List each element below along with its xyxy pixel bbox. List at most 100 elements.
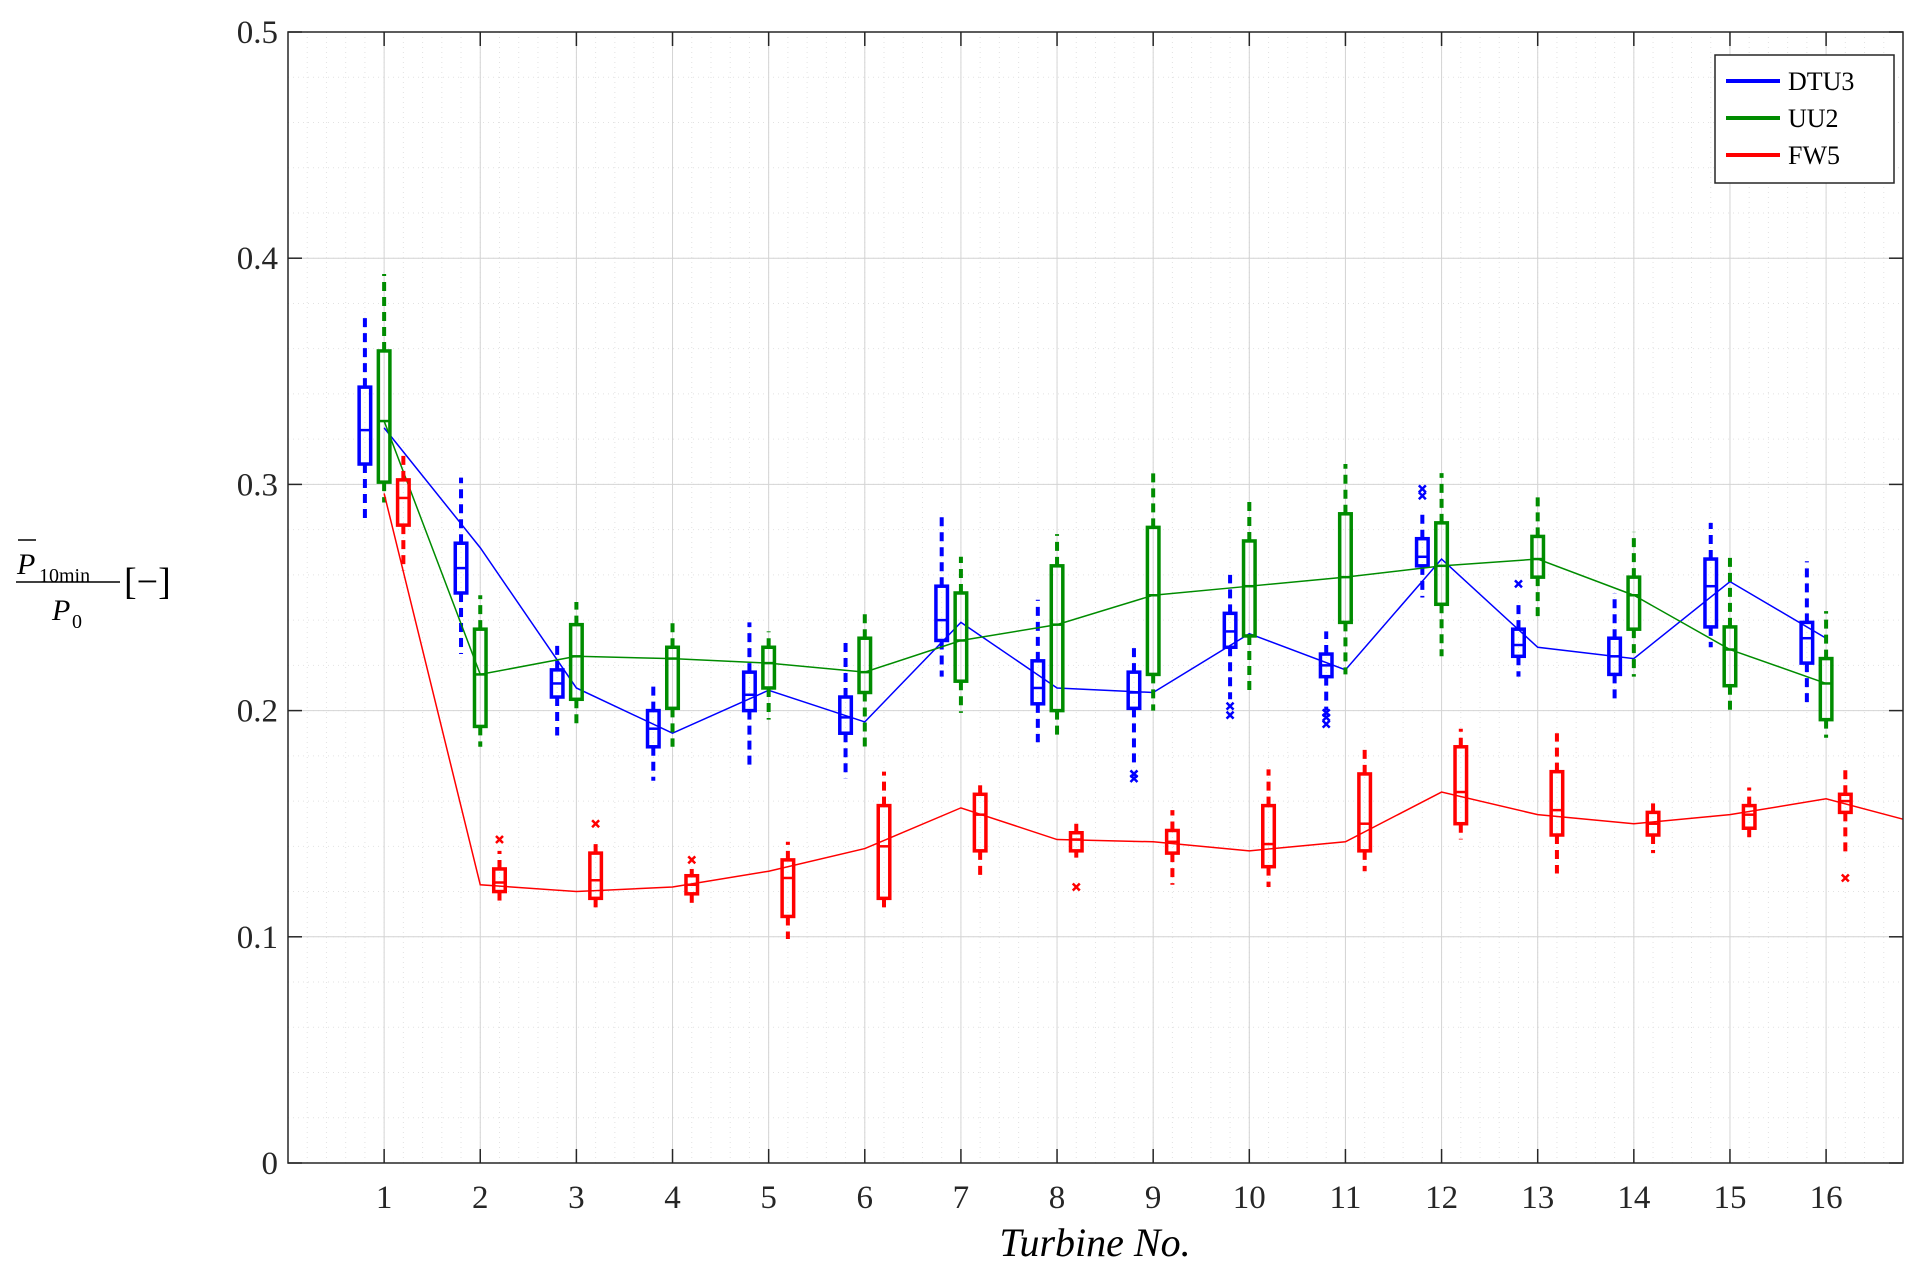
x-tick-label: 4 (664, 1180, 681, 1216)
box-dtu3 (1703, 522, 1719, 648)
box-body (934, 584, 950, 643)
outlier-marker (1321, 719, 1331, 729)
box-body (357, 385, 373, 466)
outlier-marker (591, 819, 601, 829)
box-uu2 (665, 617, 681, 747)
box-body (1126, 670, 1142, 711)
box-dtu3 (1030, 599, 1046, 743)
box-body (857, 636, 873, 695)
box-body (1837, 792, 1853, 815)
outlier-marker (495, 835, 504, 844)
box-body (1818, 656, 1834, 722)
box-body (953, 591, 969, 683)
box-body (588, 851, 604, 901)
box-body (1068, 830, 1084, 853)
box-dtu3 (741, 622, 757, 770)
legend-label-uu2: UU2 (1788, 104, 1839, 133)
mean-line-fw5 (383, 493, 1904, 893)
ticks-layer: 00.10.20.30.40.51 2 3 4 5 6 7 8 9 10 11 12 13 14 15 16 (237, 15, 1903, 1216)
box-dtu3 (1799, 561, 1815, 704)
box-uu2 (1049, 534, 1065, 738)
box-fw5 (876, 771, 892, 912)
box-dtu3 (1318, 631, 1334, 729)
y-tick-label: 0.3 (237, 467, 278, 503)
box-uu2 (568, 602, 584, 727)
box-uu2 (1241, 497, 1257, 695)
x-tick-label: 13 (1521, 1180, 1554, 1216)
box-fw5 (780, 841, 796, 940)
box-body (1241, 539, 1257, 638)
box-body (395, 478, 411, 527)
box-body (1145, 525, 1161, 677)
plot-frame (287, 31, 1904, 1164)
box-body (1549, 769, 1565, 837)
box-body (1510, 627, 1526, 659)
box-fw5 (1645, 798, 1661, 854)
y-tick-label: 0.1 (237, 920, 278, 956)
series-uu2 (376, 274, 1834, 752)
series-fw5 (383, 454, 1904, 940)
box-uu2 (1530, 493, 1546, 618)
box-body (1722, 625, 1738, 688)
box-uu2 (1337, 464, 1353, 675)
outlier-marker (687, 855, 697, 865)
outlier-marker (1225, 701, 1235, 711)
box-uu2 (1818, 611, 1834, 738)
box-dtu3 (1414, 484, 1430, 598)
box-uu2 (953, 556, 969, 713)
y-label-numerator: P (16, 548, 35, 581)
y-label-denominator-sub: 0 (72, 611, 82, 633)
x-tick-label: 3 (568, 1180, 585, 1216)
box-body (741, 670, 757, 713)
box-fw5 (1164, 810, 1180, 885)
box-body (1357, 772, 1373, 853)
box-fw5 (1837, 769, 1853, 883)
x-tick-label: 11 (1330, 1180, 1362, 1216)
box-body (1049, 564, 1065, 713)
legend-label-fw5: FW5 (1788, 141, 1840, 170)
y-label-unit: [−] (124, 561, 171, 603)
box-fw5 (491, 835, 508, 901)
outlier-marker (1225, 710, 1235, 720)
x-tick-label: 2 (472, 1180, 489, 1216)
x-tick-label: 12 (1425, 1180, 1458, 1216)
box-dtu3 (838, 640, 854, 779)
box-fw5 (588, 819, 604, 908)
box-uu2 (761, 631, 777, 720)
mean-line-dtu3 (383, 427, 1827, 735)
x-tick-label: 1 (376, 1180, 393, 1216)
box-fw5 (395, 454, 411, 571)
outlier-marker (1321, 708, 1331, 718)
box-body (1414, 536, 1430, 568)
box-fw5 (972, 785, 988, 881)
box-fw5 (1453, 728, 1469, 840)
legend-label-dtu3: DTU3 (1788, 67, 1854, 96)
box-body (1030, 659, 1046, 706)
x-tick-label: 14 (1617, 1180, 1650, 1216)
box-body (665, 645, 681, 711)
box-uu2 (857, 613, 873, 752)
box-fw5 (1741, 787, 1757, 838)
box-body (1337, 512, 1353, 625)
box-dtu3 (1607, 592, 1623, 702)
box-body (1453, 745, 1469, 826)
outlier-marker (1417, 484, 1427, 494)
box-fw5 (1261, 769, 1277, 888)
box-dtu3 (1126, 647, 1142, 783)
outlier-marker (1417, 491, 1427, 501)
box-body (472, 627, 488, 729)
y-tick-label: 0.4 (237, 241, 278, 277)
x-axis-title: Turbine No. (999, 1220, 1190, 1265)
outlier-marker (1129, 769, 1139, 779)
box-fw5 (684, 855, 700, 903)
grid (288, 31, 1904, 1164)
box-body (1434, 521, 1450, 607)
box-uu2 (1145, 468, 1161, 711)
box-uu2 (1434, 473, 1450, 657)
box-dtu3 (1510, 579, 1526, 677)
outlier-marker (1071, 882, 1081, 892)
y-tick-label: 0 (262, 1146, 279, 1182)
box-body (568, 622, 584, 702)
x-tick-label: 9 (1145, 1180, 1162, 1216)
